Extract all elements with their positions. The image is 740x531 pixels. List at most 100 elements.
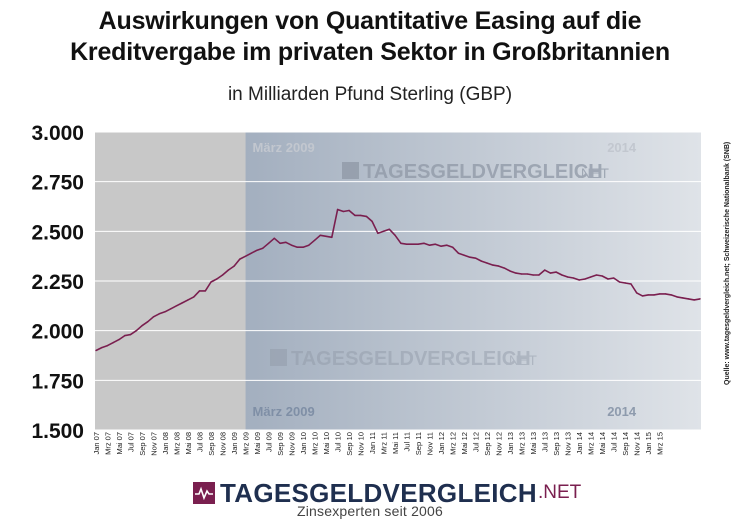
data-point [239, 258, 241, 260]
data-point [308, 244, 310, 246]
x-tick-label: Sep 12 [483, 432, 492, 456]
x-tick-label: Nov 14 [633, 432, 642, 456]
x-tick-label: Nov 10 [357, 432, 366, 456]
data-point [647, 294, 649, 296]
x-tick-label: Mrz 13 [518, 432, 527, 455]
data-point [204, 290, 206, 292]
line-chart: TAGESGELDVERGLEICH.NETTAGESGELDVERGLEICH… [31, 122, 702, 456]
data-point [497, 265, 500, 267]
data-point [664, 293, 667, 295]
data-point [365, 215, 368, 218]
data-point [561, 274, 563, 276]
data-point [653, 294, 655, 296]
watermark-pulse-icon [270, 349, 287, 366]
data-point [388, 228, 391, 231]
data-point [112, 341, 114, 344]
data-point [118, 338, 120, 341]
x-tick-label: Nov 13 [564, 432, 573, 456]
data-point [451, 246, 454, 248]
data-point [331, 236, 333, 238]
x-tick-label: Nov 11 [426, 432, 435, 455]
data-point [601, 275, 603, 277]
data-point [428, 244, 431, 246]
data-point [526, 273, 529, 275]
data-point [216, 278, 218, 280]
data-point [354, 214, 356, 217]
data-point [193, 296, 195, 298]
y-tick-label: 2.750 [31, 172, 84, 195]
data-point [520, 273, 523, 275]
x-tick-label: Mrz 08 [173, 432, 182, 455]
x-tick-label: Mai 14 [598, 432, 607, 455]
data-point [411, 243, 414, 245]
y-tick-label: 2.500 [31, 221, 84, 244]
source-text: Quelle: www.tagesgeldvergleich.net; Schw… [724, 141, 731, 385]
data-point [296, 246, 299, 248]
data-point [532, 274, 534, 276]
data-point [572, 277, 575, 279]
data-point [279, 242, 281, 244]
x-tick-label: Jan 09 [230, 432, 239, 455]
data-point [129, 333, 132, 336]
data-point [682, 297, 684, 299]
x-tick-label: Jul 10 [334, 432, 343, 452]
data-point [699, 298, 701, 300]
data-point [101, 346, 103, 349]
y-tick-label: 2.250 [31, 271, 84, 294]
y-tick-label: 3.000 [31, 122, 84, 145]
pulse-icon [193, 482, 215, 504]
x-tick-label: Jul 14 [610, 432, 619, 452]
data-point [158, 313, 160, 315]
x-tick-label: Jul 12 [472, 432, 481, 452]
watermark-word: TAGESGELDVERGLEICH [291, 348, 531, 370]
data-point [423, 242, 425, 244]
x-tick-label: Jul 08 [196, 432, 205, 452]
x-tick-label: Mrz 15 [656, 432, 665, 455]
data-point [434, 243, 437, 245]
data-point [670, 294, 672, 296]
data-point [543, 269, 546, 271]
data-point [607, 278, 609, 280]
x-tick-label: Nov 08 [219, 432, 228, 456]
data-point [486, 262, 488, 264]
series-line [95, 208, 701, 352]
data-point [457, 252, 460, 254]
data-point [590, 276, 592, 278]
data-point [319, 234, 322, 237]
watermark: TAGESGELDVERGLEICH.NET [342, 161, 609, 183]
data-point [170, 308, 172, 310]
x-tick-label: Jul 13 [541, 432, 550, 452]
data-point [210, 281, 212, 283]
y-tick-label: 1.750 [31, 370, 84, 393]
chart-title: Auswirkungen von Quantitative Easing auf… [0, 6, 740, 68]
data-point [342, 210, 345, 213]
data-point [509, 270, 511, 272]
x-tick-label: Mai 07 [115, 432, 124, 455]
x-tick-label: Sep 14 [621, 432, 630, 456]
x-tick-label: Jan 13 [506, 432, 515, 455]
x-tick-label: Jan 14 [575, 432, 584, 455]
data-point [641, 295, 644, 297]
data-point [584, 278, 586, 280]
annotation-end: 2014 [607, 404, 637, 419]
tagline: Zinsexperten seit 2006 [296, 503, 444, 519]
annotation-start-top: März 2009 [253, 140, 315, 155]
data-point [474, 257, 477, 259]
watermark: TAGESGELDVERGLEICH.NET [270, 348, 537, 370]
data-point [124, 334, 126, 337]
data-point [187, 299, 189, 301]
data-point [273, 237, 276, 239]
data-point [377, 232, 379, 235]
x-tick-label: Sep 09 [276, 432, 285, 456]
data-point [221, 274, 224, 276]
chart-title-line1: Auswirkungen von Quantitative Easing auf… [98, 7, 642, 35]
data-point [198, 290, 201, 292]
data-point [175, 305, 178, 307]
data-point [492, 264, 494, 266]
brand-logo[interactable]: TAGESGELDVERGLEICH .NET [193, 478, 581, 508]
data-point [578, 279, 580, 281]
data-point [135, 329, 137, 332]
watermark-pulse-icon [342, 162, 359, 179]
chart-subtitle: in Milliarden Pfund Sterling (GBP) [227, 84, 513, 105]
x-tick-label: Mrz 07 [104, 432, 113, 455]
